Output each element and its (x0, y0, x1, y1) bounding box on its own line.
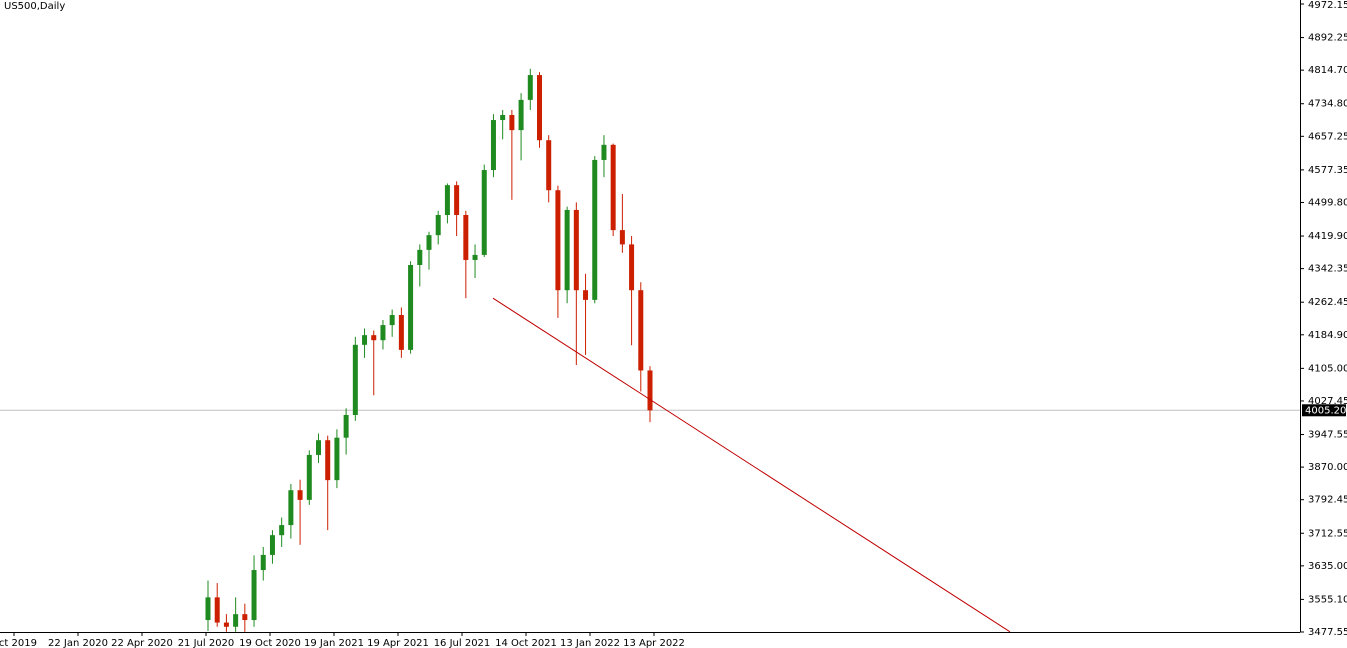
x-tick-label: 21 Jul 2020 (178, 638, 235, 648)
candle-body (260, 554, 266, 571)
y-tick-label: 4342.35 (1308, 264, 1347, 275)
y-tick-label: 4184.90 (1308, 330, 1347, 341)
candle-body (242, 614, 248, 621)
candle-body (509, 114, 515, 131)
y-tick-label: 3635.00 (1308, 561, 1347, 572)
y-tick-label: 4027.45 (1308, 396, 1347, 407)
y-tick-label: 3947.55 (1308, 430, 1347, 441)
candle-body (316, 440, 321, 455)
candle-body (601, 144, 607, 160)
y-tick-label: 4657.25 (1308, 131, 1347, 142)
x-tick-label: 19 Apr 2021 (367, 638, 429, 648)
candle-body (297, 490, 303, 500)
candle-body (279, 525, 285, 536)
current-price-label: 4005.20 (1305, 405, 1346, 416)
candle-body (426, 235, 432, 250)
candle-body (518, 99, 524, 131)
candle-body (398, 314, 404, 350)
x-tick-label: 19 Oct 2020 (239, 638, 301, 648)
candle-body (573, 209, 579, 291)
candle-body (490, 120, 496, 171)
x-tick-label: 19 Jan 2021 (304, 638, 364, 648)
candle-body (555, 190, 561, 291)
candle-body (288, 490, 294, 526)
y-tick-label: 3555.10 (1308, 594, 1347, 605)
y-tick-label: 4262.45 (1308, 297, 1347, 308)
candle-body (638, 290, 644, 371)
candle-body (444, 185, 450, 215)
candle-body (223, 622, 229, 627)
y-tick-label: 4892.25 (1308, 33, 1347, 44)
candle-body (454, 185, 460, 215)
candle-body (380, 325, 386, 341)
candle-body (583, 290, 589, 300)
candle-body (546, 140, 552, 191)
x-tick-label: 13 Apr 2022 (623, 638, 685, 648)
candle-body (527, 75, 533, 100)
y-tick-label: 4499.80 (1308, 197, 1347, 208)
x-tick-label: 16 Jul 2021 (434, 638, 491, 648)
candle-body (389, 314, 395, 326)
candle-body (352, 344, 358, 415)
candle-body (233, 614, 239, 627)
candle-body (362, 335, 368, 345)
candle-body (610, 144, 616, 231)
candle-body (343, 414, 349, 438)
candle-body (619, 230, 625, 245)
candle-body (214, 597, 220, 623)
candle-body (306, 454, 312, 500)
candle-body (408, 264, 414, 350)
candle-body (251, 570, 257, 621)
candle-body (334, 437, 340, 481)
candle-body (500, 114, 506, 121)
y-tick-label: 4419.90 (1308, 231, 1347, 242)
candle-body (472, 254, 478, 260)
candle-body (435, 214, 441, 236)
candle-body (564, 209, 570, 291)
y-tick-label: 3712.55 (1308, 528, 1347, 539)
y-tick-label: 4577.35 (1308, 165, 1347, 176)
candle-body (325, 440, 331, 481)
x-tick-label: 13 Jan 2022 (560, 638, 620, 648)
x-tick-label: Oct 2019 (0, 638, 37, 648)
candle-body (269, 535, 275, 555)
candle-body (647, 370, 653, 411)
y-tick-label: 4972.15 (1308, 0, 1347, 11)
x-tick-label: 22 Jan 2020 (48, 638, 108, 648)
y-tick-label: 4105.00 (1308, 363, 1347, 374)
y-tick-label: 3477.55 (1308, 627, 1347, 638)
candle-body (463, 214, 469, 260)
candle-body (629, 244, 635, 291)
candle-body (205, 597, 211, 621)
x-tick-label: 22 Apr 2020 (111, 638, 173, 648)
candle-body (417, 249, 423, 265)
x-tick-label: 14 Oct 2021 (495, 638, 557, 648)
candle-body (592, 159, 598, 300)
y-tick-label: 3792.45 (1308, 495, 1347, 506)
y-tick-label: 3870.00 (1308, 462, 1347, 473)
candle-body (481, 170, 487, 255)
candle-body (537, 75, 542, 141)
candle-body (371, 335, 377, 341)
current-price-box (1302, 404, 1346, 417)
y-tick-label: 4814.70 (1308, 65, 1347, 76)
chart-title: US500,Daily (4, 1, 65, 12)
trendline (492, 297, 1011, 633)
y-tick-label: 4734.80 (1308, 99, 1347, 110)
